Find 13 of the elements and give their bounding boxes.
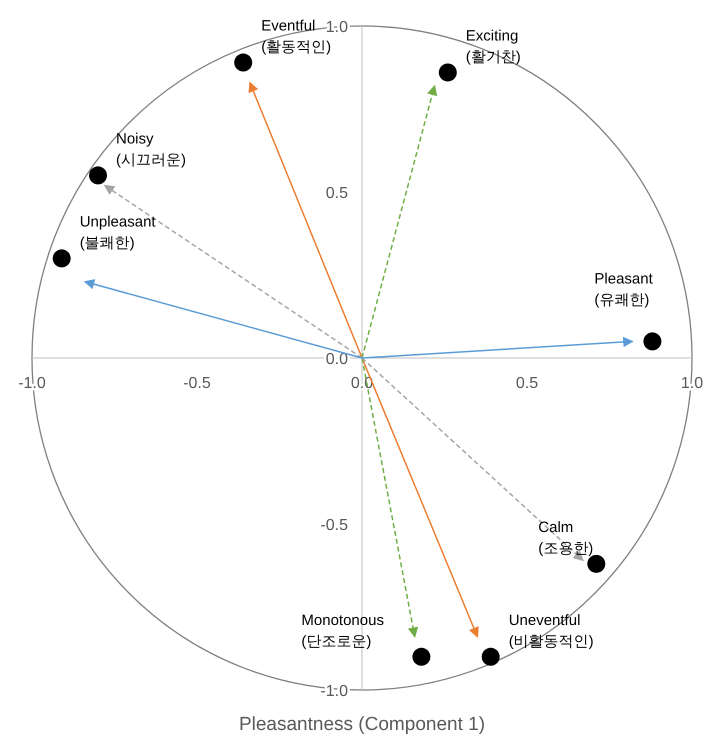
x-axis-title: Pleasantness (Component 1) <box>238 714 486 735</box>
annotation: Unpleasant (불쾌한) <box>80 213 156 252</box>
x-tick-label: -0.5 <box>183 375 211 392</box>
annotation: Exciting (활기찬) <box>466 27 521 66</box>
annotation: Noisy (시끄러운) <box>116 130 186 168</box>
annotation: Monotonous (단조로운) <box>301 612 384 650</box>
annotation: Pleasant (유쾌한) <box>594 270 654 308</box>
y-tick-label: 0.0 <box>326 351 348 368</box>
annotation: Uneventful (비활동적인) <box>508 612 594 650</box>
annotation: Calm (조용한) <box>538 518 594 557</box>
x-tick-label: 0.5 <box>516 375 538 392</box>
y-tick-label: 0.5 <box>326 185 348 202</box>
y-tick-label: -0.5 <box>320 517 348 534</box>
